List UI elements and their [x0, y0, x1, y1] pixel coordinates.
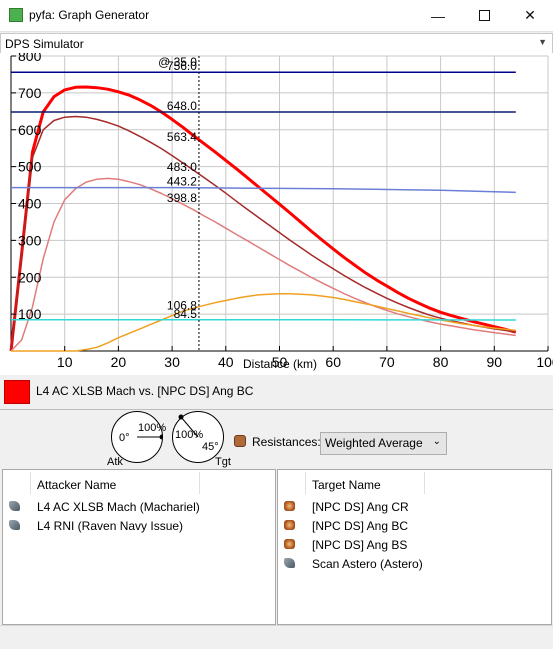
- legend-label: L4 AC XLSB Mach vs. [NPC DS] Ang BC: [36, 384, 253, 398]
- y-tick-label: 600: [18, 122, 42, 138]
- maximize-button[interactable]: [461, 0, 507, 31]
- chevron-down-icon: ⌄: [433, 436, 441, 447]
- series-line-1: [11, 117, 516, 352]
- window-title: pyfa: Graph Generator: [29, 8, 149, 22]
- graph-mode-select[interactable]: DPS Simulator ▼: [0, 33, 553, 54]
- pyfa-app-icon: [9, 8, 23, 22]
- ship-icon: [9, 520, 20, 530]
- attacker-dial-label: Atk: [107, 456, 123, 468]
- target-item-label: [NPC DS] Ang CR: [312, 500, 409, 514]
- target-list-header[interactable]: Target Name: [278, 470, 551, 496]
- attacker-vector-arrow: [112, 412, 162, 462]
- y-tick-label: 800: [18, 53, 42, 64]
- list-item[interactable]: [NPC DS] Ang CR: [278, 497, 551, 516]
- chevron-down-icon: ▼: [538, 37, 547, 47]
- list-item[interactable]: L4 AC XLSB Mach (Machariel): [3, 497, 275, 516]
- target-item-label: [NPC DS] Ang BC: [312, 519, 408, 533]
- y-tick-label: 400: [18, 196, 42, 212]
- cursor-value-label: 443.2: [167, 175, 197, 189]
- title-bar[interactable]: pyfa: Graph Generator — ✕: [0, 0, 553, 32]
- target-dial-label: Tgt: [215, 456, 231, 468]
- cursor-value-label: 648.0: [167, 99, 197, 113]
- minimize-button[interactable]: —: [415, 0, 461, 31]
- cursor-value-label: 398.8: [167, 191, 197, 205]
- column-separator: [305, 472, 306, 494]
- list-item[interactable]: Scan Astero (Astero): [278, 554, 551, 573]
- x-tick-label: 10: [57, 354, 73, 370]
- cursor-value-label: 84.5: [174, 307, 198, 321]
- attacker-list[interactable]: Attacker Name L4 AC XLSB Mach (Machariel…: [2, 469, 276, 625]
- series-line-4: [11, 294, 516, 351]
- legend-swatch: [4, 380, 30, 404]
- cursor-value-label: 563.4: [167, 130, 197, 144]
- npc-icon: [284, 520, 295, 530]
- status-bar: [0, 625, 553, 649]
- divider: [0, 409, 553, 410]
- column-separator: [424, 472, 425, 494]
- ship-icon: [284, 558, 295, 568]
- npc-icon: [284, 501, 295, 511]
- column-separator: [199, 472, 200, 494]
- target-list[interactable]: Target Name [NPC DS] Ang CR [NPC DS] Ang…: [277, 469, 552, 625]
- target-item-label: Scan Astero (Astero): [312, 557, 423, 571]
- x-tick-label: 70: [379, 354, 395, 370]
- x-tick-label: 30: [164, 354, 180, 370]
- series-line-0: [11, 87, 516, 351]
- x-tick-label: 40: [218, 354, 234, 370]
- ship-icon: [9, 501, 20, 511]
- cursor-value-label: 483.0: [167, 160, 197, 174]
- series-line-2: [11, 178, 516, 351]
- x-tick-label: 60: [325, 354, 341, 370]
- resistance-icon: [234, 435, 246, 447]
- legend: L4 AC XLSB Mach vs. [NPC DS] Ang BC: [0, 375, 553, 408]
- target-item-label: [NPC DS] Ang BS: [312, 538, 407, 552]
- y-tick-label: 500: [18, 159, 42, 175]
- y-tick-label: 100: [18, 306, 42, 322]
- column-separator: [30, 472, 31, 494]
- attacker-item-label: L4 AC XLSB Mach (Machariel): [37, 500, 200, 514]
- resistances-value: Weighted Average: [325, 436, 423, 450]
- maximize-icon: [479, 10, 490, 21]
- x-axis-label: Distance (km): [243, 357, 317, 371]
- graph-mode-value: DPS Simulator: [5, 37, 84, 51]
- attacker-name-column[interactable]: Attacker Name: [37, 478, 116, 492]
- list-item[interactable]: L4 RNI (Raven Navy Issue): [3, 516, 275, 535]
- list-item[interactable]: [NPC DS] Ang BC: [278, 516, 551, 535]
- attacker-list-header[interactable]: Attacker Name: [3, 470, 275, 496]
- x-tick-label: 100: [536, 354, 553, 370]
- y-tick-label: 300: [18, 232, 42, 248]
- attacker-item-label: L4 RNI (Raven Navy Issue): [37, 519, 183, 533]
- resistances-label: Resistances:: [252, 435, 321, 449]
- resistances-select[interactable]: Weighted Average ⌄: [320, 432, 447, 455]
- target-vector-arrow: [173, 412, 223, 462]
- minimize-icon: —: [431, 8, 445, 24]
- x-tick-label: 20: [111, 354, 127, 370]
- cursor-value-label: 756.0: [167, 59, 197, 73]
- x-tick-label: 90: [487, 354, 503, 370]
- close-icon: ✕: [524, 7, 536, 24]
- y-tick-label: 200: [18, 269, 42, 285]
- npc-icon: [284, 539, 295, 549]
- x-tick-label: 80: [433, 354, 449, 370]
- close-button[interactable]: ✕: [507, 0, 553, 31]
- target-name-column[interactable]: Target Name: [312, 478, 381, 492]
- list-item[interactable]: [NPC DS] Ang BS: [278, 535, 551, 554]
- y-tick-label: 700: [18, 85, 42, 101]
